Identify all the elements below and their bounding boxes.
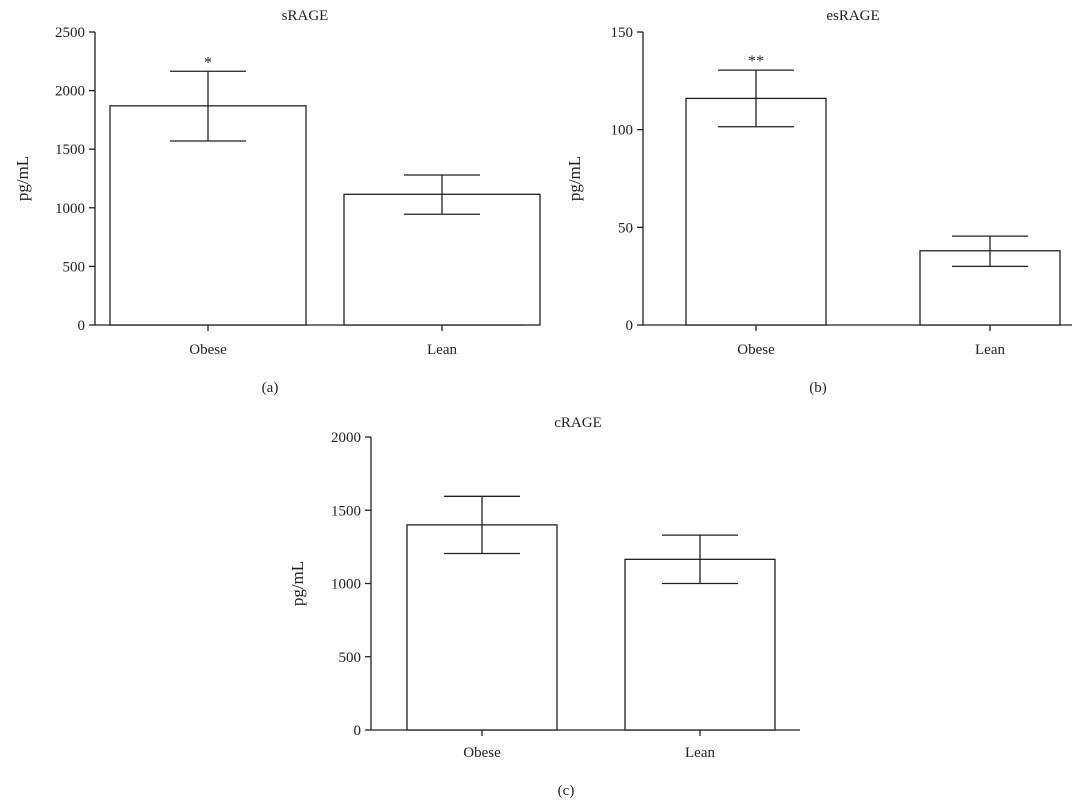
y-tick-label: 2000: [331, 430, 361, 446]
x-tick-label: Obese: [463, 745, 501, 761]
y-tick-label: 2000: [55, 84, 85, 100]
bar-obese: [406, 524, 558, 731]
y-tick-label: 500: [339, 650, 362, 666]
y-tick-label: 0: [78, 318, 86, 334]
y-tick-label: 500: [63, 259, 86, 275]
chart-panel-b: 0 50 100 150 Obese ** Lean esRAGE pg/mL: [565, 8, 1072, 358]
x-tick-label: Obese: [189, 342, 227, 358]
chart-panel-a: 0 500 1000 1500 2000 2500 Obese * Lean sRAGE pg/mL: [13, 8, 541, 358]
chart-title: cRAGE: [554, 415, 602, 431]
bar-obese: [109, 105, 307, 326]
y-tick-label: 50: [618, 220, 633, 236]
x-tick-label: Lean: [975, 342, 1005, 358]
chart-title: esRAGE: [826, 8, 879, 24]
bar-lean: [624, 558, 776, 731]
significance-marker: *: [204, 54, 212, 71]
y-axis-label: pg/mL: [13, 156, 32, 201]
x-tick-label: Lean: [427, 342, 457, 358]
bar-lean: [343, 193, 541, 326]
y-axis-label: pg/mL: [565, 156, 584, 201]
panel-label-b: (b): [809, 380, 827, 396]
x-tick-label: Lean: [685, 745, 715, 761]
significance-marker: **: [748, 53, 764, 70]
y-tick-label: 2500: [55, 25, 85, 41]
y-tick-label: 1500: [55, 142, 85, 158]
y-tick-label: 0: [354, 723, 362, 739]
y-tick-label: 150: [611, 25, 634, 41]
chart-panel-c: 0 500 1000 1500 2000 Obese Lean cRAGE pg/mL: [288, 415, 800, 761]
y-tick-label: 0: [626, 318, 634, 334]
panel-label-c: (c): [558, 783, 575, 799]
y-tick-label: 1000: [55, 201, 85, 217]
y-axis-label: pg/mL: [288, 561, 307, 606]
x-tick-label: Obese: [737, 342, 775, 358]
chart-title: sRAGE: [282, 8, 329, 24]
y-tick-label: 100: [611, 123, 634, 139]
y-tick-label: 1000: [331, 577, 361, 593]
bar-obese: [685, 97, 827, 326]
y-tick-label: 1500: [331, 503, 361, 519]
panel-label-a: (a): [262, 380, 279, 396]
